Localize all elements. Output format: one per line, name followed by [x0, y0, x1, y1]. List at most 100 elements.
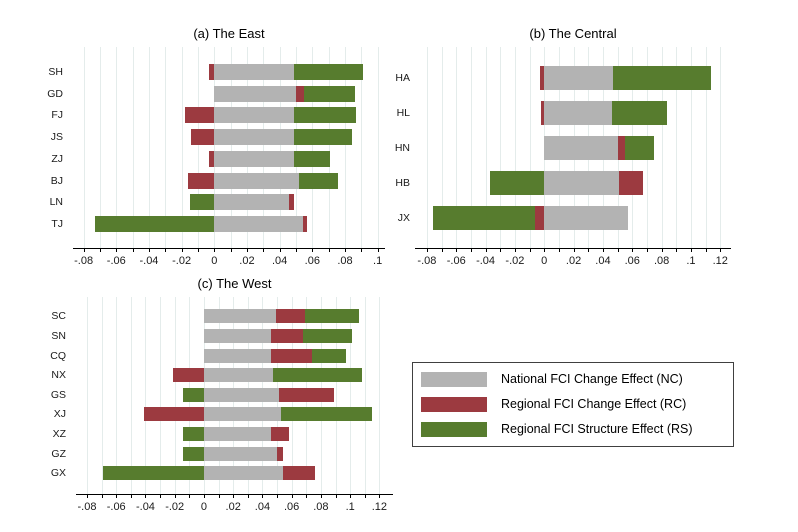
axis-tick [230, 248, 232, 252]
axis-tick [588, 248, 590, 252]
category-label: SN [51, 329, 66, 342]
category-label: GZ [51, 447, 66, 460]
axis-tick [632, 248, 634, 252]
axis-tick [500, 248, 502, 252]
axis-tick [246, 248, 248, 252]
axis-tick [377, 248, 379, 252]
bar-segment-rc [191, 129, 215, 146]
grid-line [83, 47, 85, 248]
axis-tick-label: .04 [254, 501, 271, 513]
grid-line [379, 297, 381, 494]
axis-tick [306, 494, 308, 498]
axis-tick [233, 494, 235, 498]
category-label: ZJ [51, 152, 63, 165]
grid-line [130, 297, 132, 494]
bar-segment-nc [203, 426, 272, 441]
bar-segment-rc [289, 194, 295, 211]
bar-segment-nc [214, 215, 303, 232]
axis-tick [602, 248, 604, 252]
grid-line [132, 47, 134, 248]
bar-segment-rs [103, 466, 204, 481]
bar-segment-nc [203, 407, 282, 422]
axis-tick-label: .02 [565, 255, 582, 267]
axis-tick [544, 248, 546, 252]
category-label: XZ [52, 427, 66, 440]
axis-tick [558, 248, 560, 252]
bar-segment-rs [189, 194, 215, 211]
axis-tick-label: 0 [541, 255, 548, 267]
grid-line [116, 297, 118, 494]
grid-line [514, 47, 516, 248]
category-label: HN [394, 141, 410, 154]
bar-segment-rc [278, 387, 335, 402]
bar-segment-rc [275, 309, 305, 324]
axis-tick-label: .02 [239, 255, 255, 267]
grid-line [456, 47, 458, 248]
grid-line [676, 47, 678, 248]
grid-line [441, 47, 443, 248]
axis-tick-label: -.02 [172, 255, 192, 267]
grid-line [377, 47, 379, 248]
axis-tick-label: 0 [200, 501, 207, 513]
axis-tick [262, 494, 264, 498]
category-label: HL [396, 106, 410, 119]
axis-tick [132, 248, 134, 252]
axis-tick [291, 494, 293, 498]
category-label: HA [395, 72, 410, 84]
axis-tick [485, 248, 487, 252]
axis-tick-label: -.06 [106, 501, 126, 513]
bar-segment-nc [544, 205, 628, 230]
category-label: HB [395, 176, 410, 189]
grid-line [197, 47, 199, 248]
axis-tick [263, 248, 265, 252]
category-label: GX [50, 467, 66, 480]
bar-segment-rc [295, 85, 305, 102]
bar-segment-rc [541, 100, 545, 125]
panel-central-title: (b) The Central [529, 26, 617, 41]
axis-tick [203, 494, 205, 498]
axis-tick-label: -.04 [476, 255, 496, 267]
bar-segment-nc [203, 348, 272, 363]
axis-tick [101, 494, 103, 498]
axis-tick-label: -.04 [135, 501, 155, 513]
axis-tick [83, 248, 85, 252]
legend-swatch-rs-icon [421, 422, 487, 437]
bar-segment-rs [95, 215, 215, 232]
bar-segment-nc [203, 387, 279, 402]
grid-line [661, 47, 663, 248]
bar-segment-nc [544, 170, 620, 195]
bar-segment-rc [209, 64, 215, 80]
axis-tick-label: -.02 [505, 255, 525, 267]
axis-tick [690, 248, 692, 252]
axis-tick-label: .08 [653, 255, 670, 267]
axis-tick [165, 248, 167, 252]
grid-line [295, 47, 297, 248]
axis-tick [99, 248, 101, 252]
grid-line [165, 47, 167, 248]
axis-tick [705, 248, 707, 252]
axis-tick [676, 248, 678, 252]
axis-tick [617, 248, 619, 252]
axis-tick-label: .06 [284, 501, 300, 513]
grid-line [690, 47, 692, 248]
bar-segment-rs [281, 407, 373, 422]
bar-segment-nc [203, 309, 276, 324]
bar-segment-rc [535, 205, 545, 230]
axis-tick [247, 494, 249, 498]
grid-line [500, 47, 502, 248]
grid-line [705, 47, 707, 248]
grid-line [485, 47, 487, 248]
bar-segment-rs [624, 135, 655, 160]
axis-tick [312, 248, 314, 252]
bar-segment-rs [489, 170, 545, 195]
axis-tick [661, 248, 663, 252]
axis-tick-label: .12 [371, 501, 388, 513]
axis-tick [364, 494, 366, 498]
category-label: JS [50, 131, 63, 144]
axis-tick-label: .12 [712, 255, 728, 267]
axis-tick [116, 248, 118, 252]
grid-line [335, 297, 337, 494]
grid-line [181, 47, 183, 248]
bar-segment-rc [173, 368, 204, 383]
